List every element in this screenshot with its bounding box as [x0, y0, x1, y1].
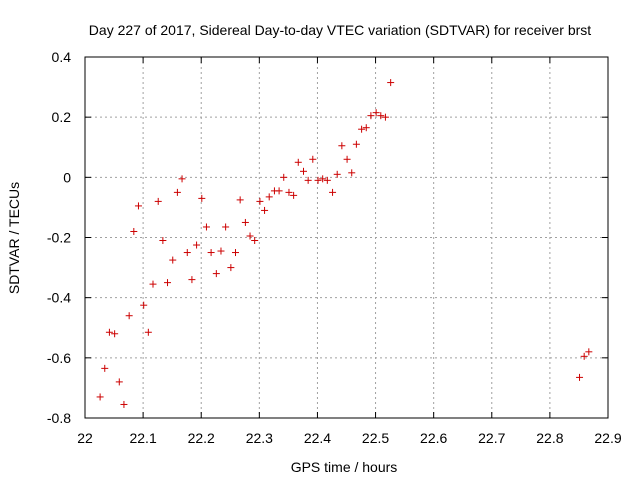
data-point: [265, 193, 273, 201]
data-point: [111, 330, 119, 338]
axis-ticks: [84, 56, 609, 419]
x-tick-label: 22.2: [188, 430, 215, 446]
x-tick-label: 22.7: [478, 430, 505, 446]
data-point: [275, 187, 283, 195]
y-tick-label: 0.2: [52, 109, 72, 125]
x-tick-label: 22.5: [362, 430, 389, 446]
data-point: [314, 176, 322, 184]
data-point: [222, 223, 230, 231]
data-point: [101, 364, 109, 372]
data-point: [280, 173, 288, 181]
data-point: [304, 176, 312, 184]
data-point: [285, 188, 293, 196]
data-point: [580, 352, 588, 360]
data-point: [232, 249, 240, 257]
data-point: [256, 197, 264, 205]
tick-labels: 22 22.1 22.2 22.3 22.4 22.5 22.6 22.7 22.8 22.9 -0…: [47, 49, 622, 446]
data-point: [198, 194, 206, 202]
x-tick-label: 22: [77, 430, 93, 446]
data-point: [377, 112, 385, 120]
data-point: [246, 232, 254, 240]
chart-title: Day 227 of 2017, Sidereal Day-to-day VTE…: [89, 22, 591, 38]
data-point: [299, 167, 307, 175]
data-point: [169, 256, 177, 264]
data-point: [343, 155, 351, 163]
y-tick-label: 0: [63, 169, 71, 185]
y-tick-label: -0.2: [47, 230, 71, 246]
data-point: [251, 237, 259, 245]
grid-lines: [85, 57, 608, 418]
data-point: [236, 196, 244, 204]
data-point: [183, 249, 191, 257]
data-point: [193, 241, 201, 249]
data-point: [576, 373, 584, 381]
data-point: [358, 125, 366, 133]
x-axis-label: GPS time / hours: [291, 459, 398, 475]
data-point: [120, 400, 128, 408]
data-point: [261, 206, 269, 214]
y-axis-label: SDTVAR / TECUs: [6, 182, 22, 294]
y-tick-label: -0.4: [47, 290, 71, 306]
data-point: [338, 142, 346, 150]
data-point: [105, 328, 113, 336]
data-point: [173, 188, 181, 196]
data-point: [294, 158, 302, 166]
data-point: [333, 170, 341, 178]
data-point: [188, 276, 196, 284]
data-point: [329, 188, 337, 196]
data-point: [154, 197, 162, 205]
data-points: [96, 79, 593, 408]
data-point: [144, 328, 152, 336]
data-point: [115, 378, 123, 386]
y-tick-label: -0.8: [47, 410, 71, 426]
y-tick-label: 0.4: [52, 49, 72, 65]
data-point: [159, 237, 167, 245]
data-point: [381, 113, 389, 121]
data-point: [348, 169, 356, 177]
data-point: [125, 312, 133, 320]
data-point: [319, 175, 327, 183]
data-point: [367, 112, 375, 120]
data-point: [585, 348, 593, 356]
data-point: [387, 79, 395, 87]
y-tick-label: -0.6: [47, 350, 71, 366]
data-point: [290, 191, 298, 199]
data-point: [212, 270, 220, 278]
data-point: [227, 264, 235, 272]
x-tick-label: 22.6: [420, 430, 447, 446]
data-point: [164, 279, 172, 287]
data-point: [149, 280, 157, 288]
data-point: [309, 155, 317, 163]
data-point: [217, 247, 225, 255]
data-point: [96, 393, 104, 401]
data-point: [362, 124, 370, 132]
data-point: [178, 175, 186, 183]
x-tick-label: 22.9: [594, 430, 621, 446]
x-tick-label: 22.3: [246, 430, 273, 446]
x-tick-label: 22.8: [536, 430, 563, 446]
data-point: [352, 140, 360, 148]
data-point: [372, 109, 380, 117]
data-point: [134, 202, 142, 210]
data-point: [202, 223, 210, 231]
data-point: [323, 176, 331, 184]
x-tick-label: 22.4: [304, 430, 331, 446]
data-point: [241, 218, 249, 226]
data-point: [140, 301, 148, 309]
data-point: [130, 227, 138, 235]
data-point: [207, 249, 215, 257]
x-tick-label: 22.1: [129, 430, 156, 446]
